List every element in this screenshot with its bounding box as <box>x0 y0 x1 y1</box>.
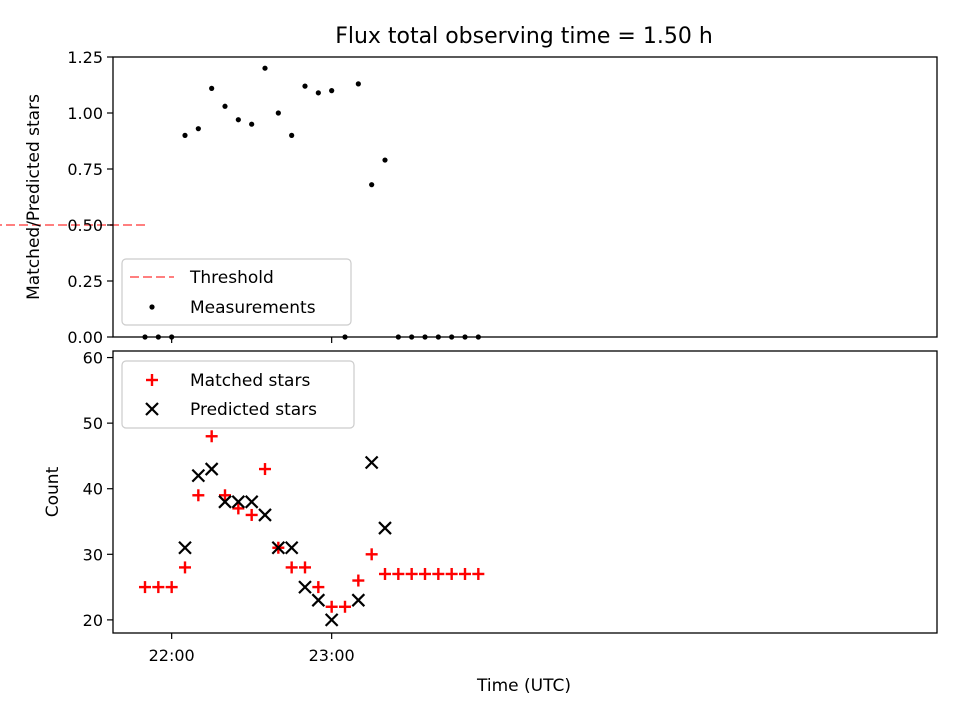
bottom-y-tick-label: 30 <box>83 545 103 564</box>
matched-star-point <box>219 489 231 502</box>
measurement-point <box>355 81 361 87</box>
matched-star-point <box>205 430 218 443</box>
measurement-point <box>329 88 335 94</box>
measurement-point <box>182 132 188 138</box>
top-ylabel: Matched/Predicted stars <box>24 94 44 300</box>
matched-star-point <box>379 567 391 580</box>
matched-star-point <box>312 581 325 594</box>
top-y-tick-label: 1.25 <box>67 48 103 67</box>
top-y-tick-label: 0.00 <box>67 328 103 347</box>
legend-predicted-label: Predicted stars <box>190 400 317 420</box>
matched-star-point <box>232 502 245 515</box>
predicted-star-point <box>271 540 286 555</box>
bottom-y-tick-label: 60 <box>83 349 103 368</box>
predicted-star-point <box>378 521 392 535</box>
matched-star-point <box>152 581 165 594</box>
matched-star-point <box>139 581 151 594</box>
matched-star-point <box>459 567 471 580</box>
legend-measurements-label: Measurements <box>190 298 316 318</box>
predicted-star-point <box>298 580 312 594</box>
matched-star-point <box>419 567 431 580</box>
matched-star-point <box>299 561 311 574</box>
matched-star-point <box>365 548 378 561</box>
measurement-point <box>262 65 268 71</box>
measurement-point <box>302 83 308 89</box>
matched-star-point <box>405 567 418 580</box>
bottom-legend: Matched stars Predicted stars <box>121 360 355 429</box>
x-tick-label: 23:00 <box>309 646 355 665</box>
top-legend: Threshold Measurements <box>121 258 352 326</box>
top-legend-box <box>121 258 352 326</box>
top-y-tick-label: 0.25 <box>67 272 103 291</box>
top-y-tick-label: 1.00 <box>67 104 103 123</box>
measurement-point <box>289 132 295 138</box>
top-panel: 0.00 0.25 0.50 0.75 1.00 1.25 Matched/Predict… <box>0 48 938 347</box>
measurement-point <box>195 126 201 132</box>
measurement-point <box>275 110 281 116</box>
predicted-star-point <box>244 495 259 509</box>
predicted-star-point <box>231 495 246 509</box>
legend-measurements-swatch <box>149 304 155 310</box>
predicted-star-point <box>284 540 299 555</box>
predicted-star-point <box>218 495 232 509</box>
matched-star-point <box>179 561 191 574</box>
bottom-axes-frame <box>112 350 938 634</box>
matched-star-point <box>285 561 298 574</box>
matched-star-point <box>192 489 205 502</box>
predicted-star-point <box>364 455 379 470</box>
predicted-star-point <box>324 613 339 627</box>
matched-star-point <box>339 600 351 613</box>
measurement-point <box>315 90 321 96</box>
x-tick-label: 22:00 <box>149 646 195 665</box>
matched-star-point <box>392 567 405 580</box>
matched-star-point <box>165 581 178 594</box>
predicted-star-point <box>178 540 192 555</box>
matched-star-point <box>259 463 271 476</box>
matched-star-point <box>325 600 338 613</box>
top-y-tick-label: 0.75 <box>67 160 103 179</box>
measurement-point <box>222 103 228 109</box>
chart-title: Flux total observing time = 1.50 h <box>335 24 713 49</box>
x-axis-label: Time (UTC) <box>476 676 571 696</box>
measurement-point <box>249 121 255 127</box>
bottom-y-tick-label: 50 <box>83 414 103 433</box>
predicted-star-point <box>351 593 366 607</box>
measurement-point <box>382 157 388 163</box>
measurement-point <box>235 117 241 123</box>
top-axes-frame <box>112 56 938 338</box>
bottom-legend-box <box>121 360 355 429</box>
matched-star-point <box>445 567 458 580</box>
bottom-y-tick-label: 40 <box>83 480 103 499</box>
legend-matched-label: Matched stars <box>190 371 310 391</box>
legend-predicted-swatch <box>145 402 159 416</box>
measurement-point <box>209 85 215 91</box>
bottom-ylabel: Count <box>43 466 63 517</box>
legend-matched-swatch <box>146 374 158 386</box>
predicted-star-point <box>258 508 272 522</box>
bottom-y-tick-label: 20 <box>83 611 103 630</box>
legend-threshold-label: Threshold <box>189 268 274 288</box>
top-y-tick-label: 0.50 <box>67 216 103 235</box>
matched-star-point <box>245 508 258 521</box>
matched-star-point <box>352 574 365 587</box>
predicted-star-point <box>311 593 326 607</box>
matched-star-point <box>432 567 445 580</box>
predicted-star-point <box>204 462 219 476</box>
measurement-point <box>369 182 375 188</box>
predicted-star-point <box>191 468 206 483</box>
matched-star-point <box>472 567 485 580</box>
